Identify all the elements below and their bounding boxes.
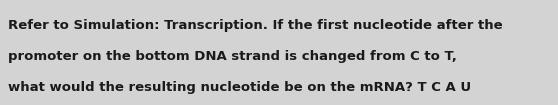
Text: Refer to Simulation: Transcription. If the first nucleotide after the: Refer to Simulation: Transcription. If t…	[8, 19, 503, 32]
Text: what would the resulting nucleotide be on the mRNA? T C A U: what would the resulting nucleotide be o…	[8, 81, 472, 94]
Text: promoter on the bottom DNA strand is changed from C to T,: promoter on the bottom DNA strand is cha…	[8, 50, 457, 63]
